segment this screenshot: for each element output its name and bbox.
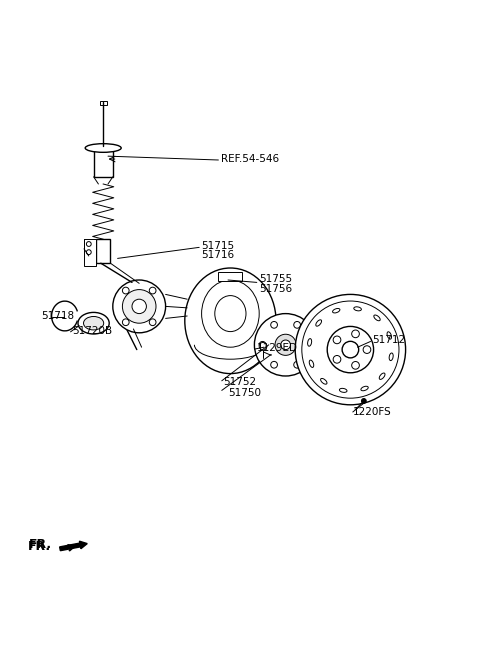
FancyArrow shape bbox=[60, 541, 87, 550]
Circle shape bbox=[302, 301, 399, 398]
Text: 51718: 51718 bbox=[41, 312, 74, 321]
Circle shape bbox=[333, 356, 341, 363]
Circle shape bbox=[342, 341, 359, 358]
Circle shape bbox=[254, 314, 317, 376]
Circle shape bbox=[305, 341, 312, 348]
Text: FR.: FR. bbox=[28, 540, 51, 553]
Circle shape bbox=[275, 335, 296, 356]
Text: 51750: 51750 bbox=[228, 388, 261, 398]
Text: 51755: 51755 bbox=[259, 274, 292, 285]
Circle shape bbox=[363, 346, 371, 354]
Text: 51756: 51756 bbox=[259, 284, 292, 294]
Ellipse shape bbox=[185, 268, 276, 374]
Text: 51752: 51752 bbox=[223, 377, 256, 386]
Ellipse shape bbox=[374, 315, 380, 321]
Bar bbox=[100, 101, 107, 105]
Ellipse shape bbox=[78, 312, 109, 334]
Circle shape bbox=[294, 321, 300, 328]
Circle shape bbox=[333, 336, 341, 344]
Bar bbox=[84, 239, 96, 266]
Circle shape bbox=[271, 321, 277, 328]
Text: FR.: FR. bbox=[29, 538, 52, 551]
Ellipse shape bbox=[309, 360, 314, 367]
Ellipse shape bbox=[321, 379, 327, 384]
Text: 51716: 51716 bbox=[202, 251, 235, 260]
Ellipse shape bbox=[387, 332, 392, 339]
Bar bbox=[218, 272, 242, 281]
Text: 51720B: 51720B bbox=[72, 326, 112, 336]
Text: 51712: 51712 bbox=[372, 335, 405, 345]
Ellipse shape bbox=[339, 388, 347, 392]
Text: 1129ED: 1129ED bbox=[257, 343, 298, 353]
Ellipse shape bbox=[85, 144, 121, 152]
Circle shape bbox=[271, 361, 277, 368]
Ellipse shape bbox=[316, 319, 322, 326]
FancyBboxPatch shape bbox=[96, 239, 110, 263]
Ellipse shape bbox=[308, 338, 312, 346]
Ellipse shape bbox=[215, 296, 246, 331]
Ellipse shape bbox=[361, 386, 368, 391]
Ellipse shape bbox=[333, 308, 340, 313]
Ellipse shape bbox=[84, 316, 104, 330]
Text: 51715: 51715 bbox=[202, 241, 235, 251]
Circle shape bbox=[352, 330, 360, 338]
Circle shape bbox=[294, 361, 300, 368]
Circle shape bbox=[352, 361, 360, 369]
Ellipse shape bbox=[202, 280, 259, 347]
Text: 1220FS: 1220FS bbox=[353, 407, 392, 417]
FancyBboxPatch shape bbox=[94, 146, 113, 177]
Circle shape bbox=[132, 299, 146, 314]
Ellipse shape bbox=[354, 307, 361, 311]
Circle shape bbox=[361, 399, 366, 403]
Circle shape bbox=[259, 341, 266, 348]
Circle shape bbox=[259, 342, 267, 350]
Circle shape bbox=[327, 327, 373, 373]
Text: REF.54-546: REF.54-546 bbox=[221, 154, 279, 165]
Circle shape bbox=[122, 289, 156, 323]
Circle shape bbox=[295, 295, 406, 405]
Circle shape bbox=[281, 340, 290, 350]
Circle shape bbox=[113, 280, 166, 333]
Ellipse shape bbox=[389, 353, 393, 361]
Ellipse shape bbox=[379, 373, 385, 379]
